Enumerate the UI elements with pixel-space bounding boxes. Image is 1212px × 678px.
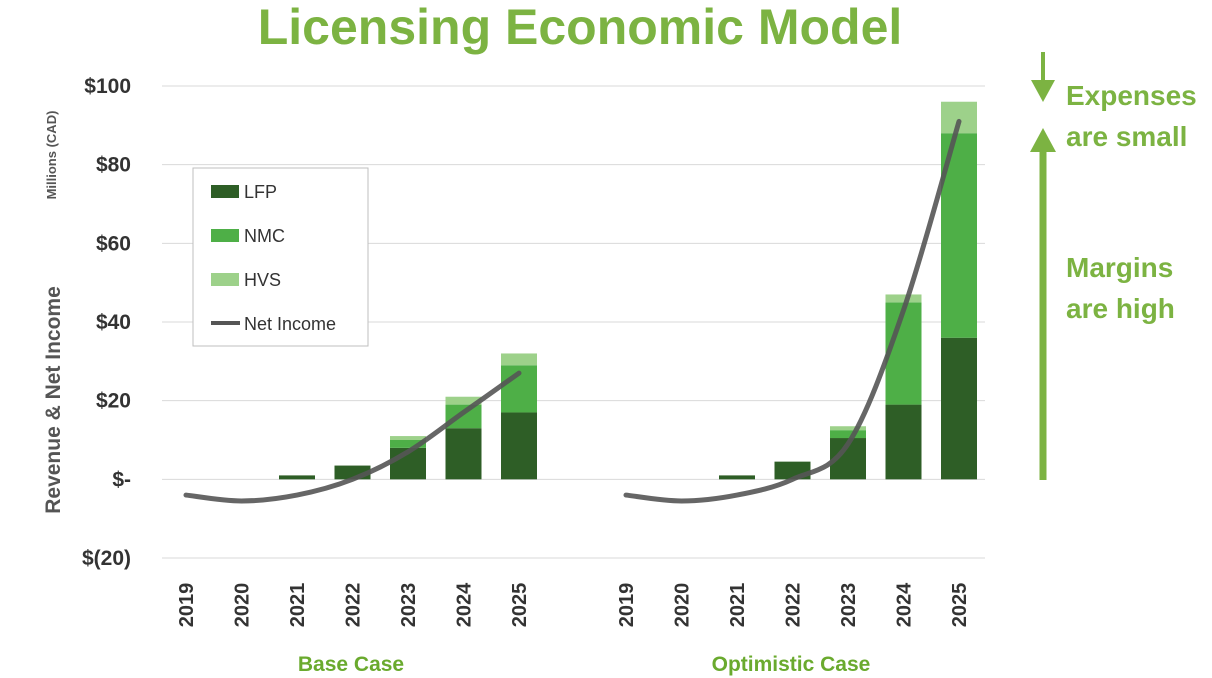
group-label-optimistic-case: Optimistic Case xyxy=(712,653,871,676)
bar-lfp-optimistic-case-2025 xyxy=(941,337,977,480)
x-tick-label: 2021 xyxy=(287,583,309,628)
x-tick-label: 2022 xyxy=(783,583,805,628)
y-axis-ticks: $100 $80 $60 $40 $20 $- $(20) xyxy=(82,75,131,570)
y-tick-label: $40 xyxy=(96,311,131,334)
legend: LFP NMC HVS Net Income xyxy=(192,167,369,347)
y-axis-unit-label: Millions (CAD) xyxy=(44,111,59,200)
bar-lfp-base-case-2021 xyxy=(279,475,315,480)
annotations: Expenses are small Margins are high xyxy=(1030,52,1197,480)
y-axis-label: Revenue & Net Income xyxy=(42,286,65,514)
bar-lfp-optimistic-case-2024 xyxy=(885,404,922,480)
legend-label-hvs: HVS xyxy=(244,270,281,290)
x-tick-label: 2020 xyxy=(232,583,254,628)
chart-title: Licensing Economic Model xyxy=(258,0,903,55)
y-tick-label: $80 xyxy=(96,154,131,177)
net-income-line-base-case xyxy=(183,370,522,504)
x-tick-label: 2025 xyxy=(509,583,531,628)
x-tick-label: 2025 xyxy=(949,583,971,628)
group-labels: Base Case Optimistic Case xyxy=(298,653,870,676)
legend-label-lfp: LFP xyxy=(244,182,277,202)
legend-swatch-hvs xyxy=(211,273,239,286)
legend-swatch-lfp xyxy=(211,185,239,198)
bar-nmc-base-case-2024 xyxy=(445,404,482,429)
x-axis-ticks: 2019 2020 2021 2022 2023 2024 2025 2019 2020 2021… xyxy=(176,582,971,627)
y-tick-label: $20 xyxy=(96,390,131,413)
up-arrow-icon xyxy=(1030,128,1056,152)
x-tick-label: 2021 xyxy=(727,583,749,628)
down-arrow-icon xyxy=(1031,80,1055,102)
bar-hvs-base-case-2025 xyxy=(501,353,537,366)
bar-lfp-base-case-2025 xyxy=(501,412,537,480)
legend-label-nmc: NMC xyxy=(244,226,285,246)
x-tick-label: 2020 xyxy=(672,583,694,628)
x-tick-label: 2023 xyxy=(398,583,420,628)
y-tick-label: $100 xyxy=(84,75,131,98)
x-tick-label: 2022 xyxy=(343,583,365,628)
x-tick-label: 2024 xyxy=(894,582,916,627)
margins-label-line1: Margins xyxy=(1066,252,1173,283)
bar-lfp-base-case-2024 xyxy=(445,428,482,480)
margins-label-line2: are high xyxy=(1066,293,1175,324)
group-label-base-case: Base Case xyxy=(298,653,404,676)
net-income-lines xyxy=(183,118,962,504)
x-tick-label: 2023 xyxy=(838,583,860,628)
bar-lfp-optimistic-case-2021 xyxy=(719,475,755,480)
x-tick-label: 2024 xyxy=(454,582,476,627)
bar-hvs-base-case-2023 xyxy=(390,436,426,440)
bar-hvs-base-case-2024 xyxy=(445,396,482,405)
expenses-label-line1: Expenses xyxy=(1066,80,1197,111)
x-tick-label: 2019 xyxy=(176,583,198,628)
legend-swatch-nmc xyxy=(211,229,239,242)
y-tick-label: $60 xyxy=(96,232,131,255)
bars xyxy=(279,101,977,480)
y-tick-label: $- xyxy=(112,468,131,491)
bar-nmc-base-case-2023 xyxy=(390,440,426,448)
bar-hvs-optimistic-case-2024 xyxy=(885,294,922,303)
x-tick-label: 2019 xyxy=(616,583,638,628)
net-income-line-optimistic-case xyxy=(623,118,962,504)
bar-nmc-optimistic-case-2023 xyxy=(830,430,866,439)
bar-nmc-optimistic-case-2024 xyxy=(885,302,922,405)
legend-label-net-income: Net Income xyxy=(244,314,336,334)
y-tick-label: $(20) xyxy=(82,547,131,570)
expenses-label-line2: are small xyxy=(1066,121,1187,152)
bar-hvs-optimistic-case-2023 xyxy=(830,426,866,431)
